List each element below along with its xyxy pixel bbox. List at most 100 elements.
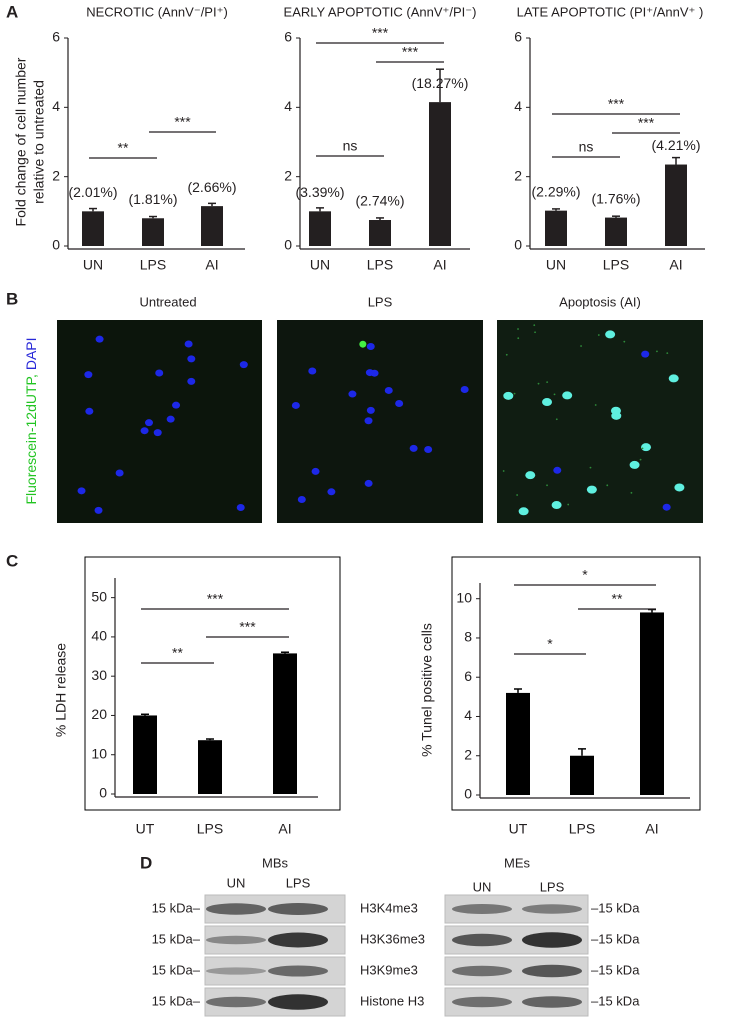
significance-label: *** xyxy=(239,619,256,635)
nucleus xyxy=(308,367,317,375)
micrograph xyxy=(277,320,483,523)
nucleus xyxy=(364,417,373,425)
bar xyxy=(142,218,164,246)
bar-annotation: (1.81%) xyxy=(128,191,177,207)
speck xyxy=(534,331,536,334)
bar xyxy=(369,220,391,246)
panel-label: B xyxy=(6,289,18,308)
kda-marker: 15 kDa– xyxy=(152,900,201,915)
speck xyxy=(639,458,642,461)
speck xyxy=(517,337,520,340)
x-tick-label: UN xyxy=(83,257,103,273)
blot-row-label: H3K9me3 xyxy=(360,962,418,977)
blot-band xyxy=(522,904,582,914)
blot-band xyxy=(268,903,328,915)
bar-annotation: (2.74%) xyxy=(355,193,404,209)
nucleus xyxy=(77,487,86,495)
nucleus-positive xyxy=(668,374,679,383)
significance-label: *** xyxy=(402,44,419,60)
y-tick-label: 50 xyxy=(91,588,107,604)
blot-band xyxy=(452,933,512,947)
nucleus-positive xyxy=(641,443,652,452)
x-tick-label: LPS xyxy=(569,821,595,837)
y-tick-label: 40 xyxy=(91,628,107,644)
micrograph xyxy=(497,320,703,523)
lane-label: UN xyxy=(227,875,246,890)
speck xyxy=(553,393,556,396)
y-tick-label: 8 xyxy=(464,629,472,645)
speck xyxy=(666,352,669,355)
nucleus xyxy=(364,479,373,487)
blot-band xyxy=(268,994,328,1010)
y-tick-label: 4 xyxy=(464,707,472,723)
nucleus-positive xyxy=(605,330,616,339)
speck xyxy=(656,350,658,353)
stain-green: Fluorescein-12dUTP, xyxy=(23,374,39,504)
y-tick-label: 0 xyxy=(99,785,107,801)
y-axis-label: relative to untreated xyxy=(31,80,47,204)
nucleus-positive xyxy=(518,507,529,516)
nucleus xyxy=(409,444,418,452)
bar-annotation: (1.76%) xyxy=(591,190,640,206)
speck xyxy=(555,418,558,421)
y-tick-label: 0 xyxy=(464,786,472,802)
nucleus xyxy=(553,466,562,474)
nucleus xyxy=(366,343,375,351)
speck xyxy=(594,404,597,406)
chart-title: LATE APOPTOTIC (PI⁺/AnnV⁺ ) xyxy=(517,4,704,19)
nucleus-positive xyxy=(586,485,597,494)
speck xyxy=(630,491,633,494)
blot-group: MEs xyxy=(504,855,531,870)
micrograph-title: Apoptosis (AI) xyxy=(559,294,641,309)
bar-annotation: (3.39%) xyxy=(295,184,344,200)
speck xyxy=(597,334,600,336)
blot-band xyxy=(206,996,266,1008)
blot-band xyxy=(522,996,582,1008)
significance-label: *** xyxy=(174,114,191,130)
panel-label: A xyxy=(6,2,18,21)
bar xyxy=(506,692,530,795)
chart-frame xyxy=(451,556,701,811)
speck xyxy=(580,345,582,347)
kda-marker: –15 kDa xyxy=(591,900,640,915)
bar-annotation: (2.66%) xyxy=(187,179,236,195)
bar-annotation: (18.27%) xyxy=(412,75,469,91)
nucleus xyxy=(366,406,375,414)
blot-band xyxy=(268,932,328,948)
nucleus xyxy=(140,427,149,435)
x-tick-label: AI xyxy=(278,821,291,837)
y-tick-label: 2 xyxy=(514,167,522,183)
micrograph xyxy=(57,320,262,523)
nucleus-positive xyxy=(611,411,622,420)
y-axis-label: % LDH release xyxy=(53,643,69,737)
speck xyxy=(516,494,519,496)
blot-band xyxy=(452,965,512,977)
y-tick-label: 0 xyxy=(514,237,522,253)
panel-label: C xyxy=(6,551,18,570)
nucleus xyxy=(144,419,153,427)
y-tick-label: 4 xyxy=(52,98,60,114)
speck xyxy=(537,382,540,385)
significance-label: ** xyxy=(172,645,183,661)
blot-band xyxy=(206,967,266,975)
y-tick-label: 0 xyxy=(52,237,60,253)
stain-blue: DAPI xyxy=(23,337,39,374)
bar xyxy=(640,612,664,795)
kda-marker: –15 kDa xyxy=(591,993,640,1008)
blot xyxy=(444,894,589,924)
bar xyxy=(198,740,222,794)
significance-label: *** xyxy=(608,96,625,112)
nucleus xyxy=(327,488,336,496)
nucleus xyxy=(187,377,196,385)
kda-marker: –15 kDa xyxy=(591,931,640,946)
nucleus-positive xyxy=(525,471,536,480)
chart-title: NECROTIC (AnnV⁻/PI⁺) xyxy=(86,4,228,19)
speck xyxy=(546,484,548,487)
speck xyxy=(505,353,508,356)
micrograph-title: Untreated xyxy=(139,294,196,309)
nucleus-positive xyxy=(503,391,514,400)
significance-label: *** xyxy=(638,115,655,131)
nucleus xyxy=(297,496,306,504)
x-tick-label: LPS xyxy=(367,257,393,273)
